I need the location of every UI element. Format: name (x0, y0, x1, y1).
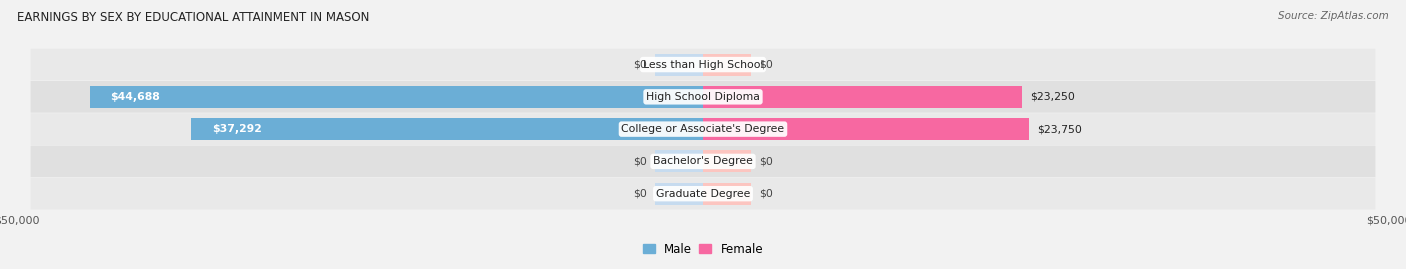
Text: $0: $0 (633, 189, 647, 199)
Text: Less than High School: Less than High School (643, 59, 763, 70)
Text: $23,750: $23,750 (1038, 124, 1083, 134)
Text: $23,250: $23,250 (1031, 92, 1076, 102)
Text: $44,688: $44,688 (110, 92, 160, 102)
Bar (90, 86, 703, 108)
Bar (703, 150, 751, 172)
FancyBboxPatch shape (31, 178, 1375, 210)
Bar (191, 118, 703, 140)
Text: College or Associate's Degree: College or Associate's Degree (621, 124, 785, 134)
Text: $0: $0 (759, 156, 773, 167)
Text: EARNINGS BY SEX BY EDUCATIONAL ATTAINMENT IN MASON: EARNINGS BY SEX BY EDUCATIONAL ATTAINMEN… (17, 11, 370, 24)
Bar (655, 54, 703, 76)
FancyBboxPatch shape (31, 146, 1375, 177)
FancyBboxPatch shape (31, 49, 1375, 80)
FancyBboxPatch shape (31, 113, 1375, 145)
Text: Graduate Degree: Graduate Degree (655, 189, 751, 199)
Text: High School Diploma: High School Diploma (647, 92, 759, 102)
Text: Bachelor's Degree: Bachelor's Degree (652, 156, 754, 167)
Legend: Male, Female: Male, Female (643, 243, 763, 256)
Bar (655, 150, 703, 172)
Text: $0: $0 (759, 189, 773, 199)
Bar (703, 183, 751, 205)
Bar (703, 86, 1022, 108)
Text: $37,292: $37,292 (212, 124, 262, 134)
Text: $0: $0 (633, 59, 647, 70)
Bar (703, 118, 1029, 140)
Text: Source: ZipAtlas.com: Source: ZipAtlas.com (1278, 11, 1389, 21)
FancyBboxPatch shape (31, 81, 1375, 113)
Text: $0: $0 (759, 59, 773, 70)
Text: $0: $0 (633, 156, 647, 167)
Bar (703, 54, 751, 76)
Bar (655, 183, 703, 205)
